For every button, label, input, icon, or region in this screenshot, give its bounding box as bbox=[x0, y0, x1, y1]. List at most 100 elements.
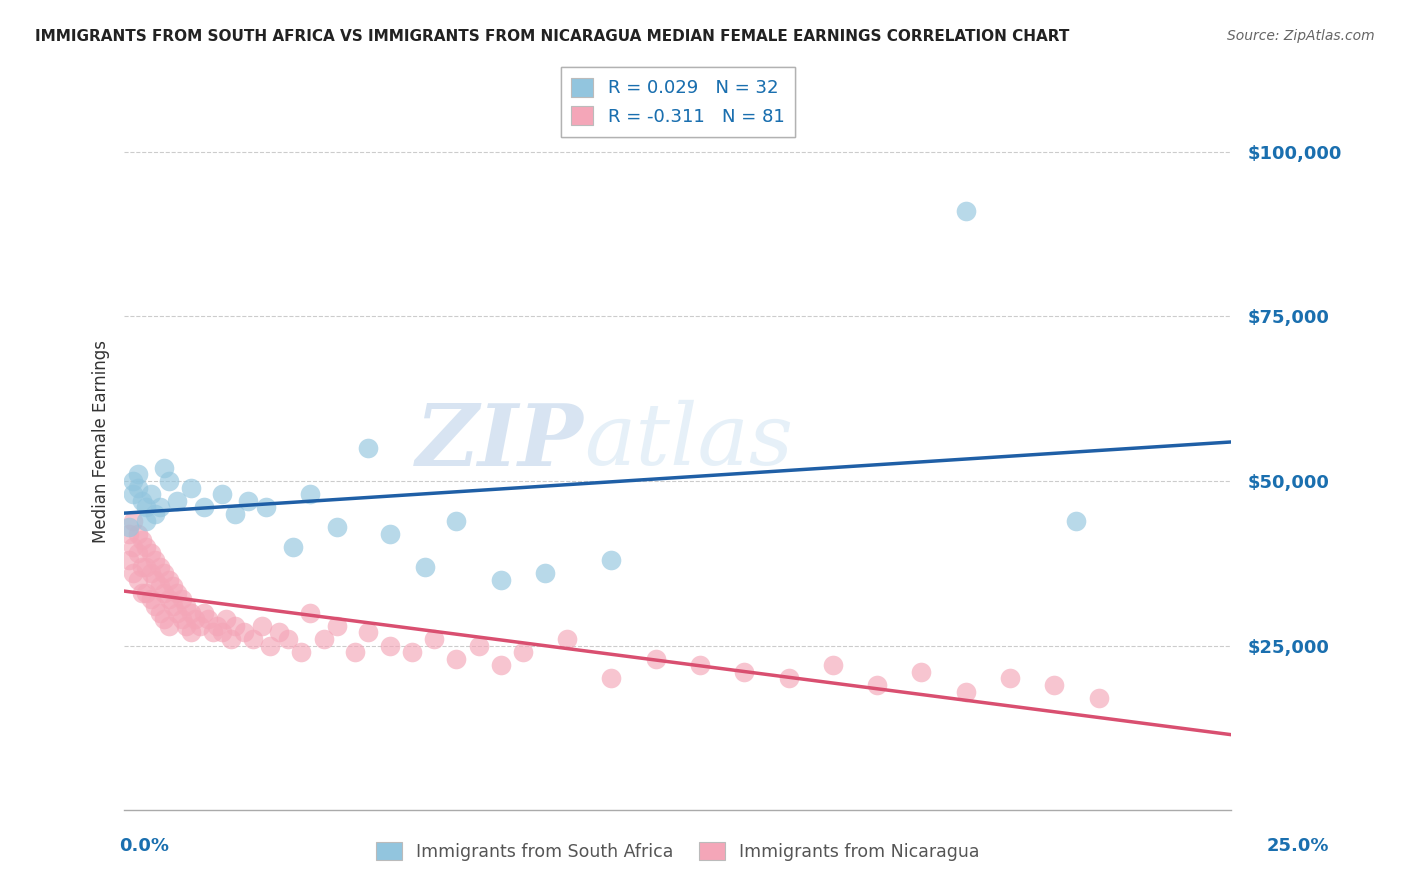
Point bbox=[290, 645, 312, 659]
Point bbox=[157, 592, 180, 607]
Point bbox=[174, 599, 197, 613]
Text: 25.0%: 25.0% bbox=[1267, 837, 1329, 855]
Point bbox=[166, 493, 188, 508]
Point bbox=[312, 632, 335, 646]
Point bbox=[215, 612, 238, 626]
Point bbox=[467, 639, 489, 653]
Point bbox=[281, 540, 304, 554]
Point bbox=[139, 487, 162, 501]
Point bbox=[489, 658, 512, 673]
Point bbox=[149, 559, 172, 574]
Point bbox=[446, 651, 468, 665]
Point bbox=[153, 586, 176, 600]
Point bbox=[600, 553, 623, 567]
Point bbox=[197, 612, 219, 626]
Point bbox=[534, 566, 557, 581]
Point bbox=[122, 514, 145, 528]
Point bbox=[343, 645, 366, 659]
Point bbox=[254, 500, 277, 515]
Point bbox=[357, 625, 380, 640]
Point bbox=[153, 566, 176, 581]
Point bbox=[423, 632, 446, 646]
Point bbox=[211, 625, 233, 640]
Point bbox=[211, 487, 233, 501]
Point bbox=[998, 672, 1021, 686]
Point bbox=[259, 639, 281, 653]
Point bbox=[866, 678, 889, 692]
Point bbox=[157, 474, 180, 488]
Text: 0.0%: 0.0% bbox=[120, 837, 170, 855]
Point bbox=[184, 612, 207, 626]
Point bbox=[250, 619, 273, 633]
Point bbox=[149, 500, 172, 515]
Point bbox=[188, 619, 211, 633]
Point bbox=[127, 526, 149, 541]
Point bbox=[139, 546, 162, 560]
Point bbox=[357, 441, 380, 455]
Point bbox=[127, 546, 149, 560]
Point bbox=[299, 487, 322, 501]
Point bbox=[1087, 691, 1109, 706]
Point bbox=[238, 493, 260, 508]
Point bbox=[910, 665, 932, 679]
Point bbox=[201, 625, 224, 640]
Point bbox=[446, 514, 468, 528]
Point bbox=[127, 467, 149, 482]
Point bbox=[135, 514, 157, 528]
Point bbox=[555, 632, 578, 646]
Y-axis label: Median Female Earnings: Median Female Earnings bbox=[93, 340, 110, 543]
Point bbox=[162, 599, 184, 613]
Point bbox=[157, 573, 180, 587]
Point bbox=[378, 526, 401, 541]
Point bbox=[166, 606, 188, 620]
Point bbox=[277, 632, 299, 646]
Point bbox=[135, 500, 157, 515]
Point bbox=[955, 204, 977, 219]
Point bbox=[143, 553, 166, 567]
Point bbox=[157, 619, 180, 633]
Point bbox=[174, 619, 197, 633]
Point bbox=[127, 573, 149, 587]
Point bbox=[122, 540, 145, 554]
Point bbox=[778, 672, 800, 686]
Point bbox=[170, 612, 193, 626]
Point bbox=[219, 632, 242, 646]
Text: atlas: atlas bbox=[583, 401, 793, 483]
Point bbox=[170, 592, 193, 607]
Legend: R = 0.029   N = 32, R = -0.311   N = 81: R = 0.029 N = 32, R = -0.311 N = 81 bbox=[561, 67, 796, 136]
Point bbox=[122, 487, 145, 501]
Point bbox=[117, 526, 139, 541]
Point bbox=[1043, 678, 1066, 692]
Point bbox=[153, 461, 176, 475]
Point bbox=[955, 684, 977, 698]
Point bbox=[232, 625, 254, 640]
Point bbox=[600, 672, 623, 686]
Point bbox=[733, 665, 755, 679]
Point bbox=[139, 592, 162, 607]
Point bbox=[299, 606, 322, 620]
Point bbox=[135, 559, 157, 574]
Point bbox=[489, 573, 512, 587]
Point bbox=[205, 619, 228, 633]
Point bbox=[180, 481, 202, 495]
Point bbox=[193, 606, 215, 620]
Point bbox=[821, 658, 844, 673]
Point bbox=[135, 540, 157, 554]
Text: Source: ZipAtlas.com: Source: ZipAtlas.com bbox=[1227, 29, 1375, 43]
Text: ZIP: ZIP bbox=[416, 400, 583, 483]
Point bbox=[131, 559, 153, 574]
Point bbox=[149, 606, 172, 620]
Point bbox=[512, 645, 534, 659]
Point bbox=[180, 606, 202, 620]
Point bbox=[193, 500, 215, 515]
Point bbox=[180, 625, 202, 640]
Point bbox=[122, 566, 145, 581]
Point bbox=[269, 625, 291, 640]
Point bbox=[224, 507, 246, 521]
Point bbox=[153, 612, 176, 626]
Point bbox=[117, 520, 139, 534]
Point bbox=[401, 645, 423, 659]
Point bbox=[143, 599, 166, 613]
Point bbox=[224, 619, 246, 633]
Point bbox=[689, 658, 711, 673]
